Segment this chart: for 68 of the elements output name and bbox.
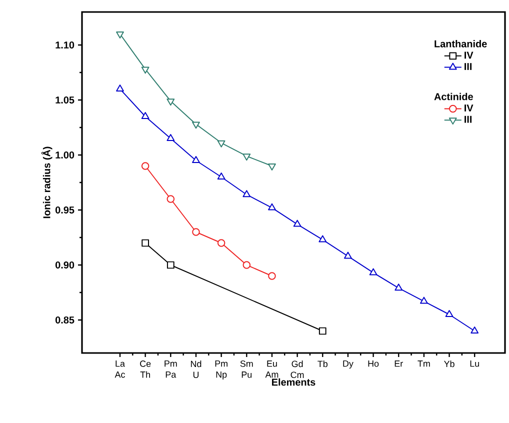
y-tick-label: 0.85 xyxy=(55,316,74,324)
x-tick-label: Er xyxy=(394,360,403,367)
y-tick-label: 0.95 xyxy=(55,206,74,214)
x-tick-label: La xyxy=(116,360,125,367)
x-tick-label: Sm xyxy=(240,360,253,367)
point xyxy=(192,156,200,163)
x-tick-label: Lu xyxy=(470,360,479,367)
annotation: Lanthanide xyxy=(434,40,487,48)
x-tick-label: Gd xyxy=(292,360,303,368)
y-tick-label: 1.00 xyxy=(56,151,74,159)
point xyxy=(141,112,150,119)
point xyxy=(268,203,276,210)
point xyxy=(141,162,150,170)
point xyxy=(166,98,175,106)
y-tick-label: 0.90 xyxy=(55,261,74,269)
point xyxy=(242,261,251,269)
point xyxy=(242,154,251,161)
legend-label: IV xyxy=(464,104,474,112)
x-tick-label: Pm xyxy=(164,360,177,367)
legend-label: III xyxy=(464,116,472,123)
point xyxy=(141,66,150,74)
point xyxy=(166,195,175,203)
point xyxy=(116,84,124,92)
point xyxy=(293,220,302,227)
point xyxy=(344,252,352,259)
x-tick-label: Pm xyxy=(215,360,228,367)
text: Am xyxy=(265,371,278,378)
point xyxy=(268,272,276,280)
point xyxy=(166,134,175,141)
y-axis-title: Ionic radius (Å) xyxy=(41,146,52,218)
point xyxy=(318,327,326,335)
x-tick-label: Dy xyxy=(343,360,354,369)
x-tick-label: Ho xyxy=(368,360,379,367)
text: Pu xyxy=(242,372,252,378)
x-axis-title: Elements xyxy=(272,378,316,386)
point xyxy=(268,164,276,170)
y-tick-label: 1.05 xyxy=(56,96,74,104)
x-tick-label: Yb xyxy=(444,360,454,368)
text: Np xyxy=(216,371,227,380)
point xyxy=(242,190,251,198)
point xyxy=(217,239,226,247)
x-tick-label: Ce xyxy=(140,360,151,367)
point xyxy=(192,122,200,129)
point xyxy=(116,32,124,38)
text: Th xyxy=(140,371,150,378)
x-tick-label: Eu xyxy=(267,360,277,367)
legend-label: IV xyxy=(464,52,474,59)
point xyxy=(470,326,479,334)
point xyxy=(420,296,428,304)
point xyxy=(217,172,226,180)
point xyxy=(217,140,226,148)
x-tick-label: Tb xyxy=(318,360,328,368)
text: Cm xyxy=(290,372,304,378)
text: Pa xyxy=(166,371,176,378)
y-tick-label: 1.10 xyxy=(56,41,74,49)
point xyxy=(445,310,454,317)
point xyxy=(394,284,403,291)
point xyxy=(166,261,174,269)
x-tick-label: Nd xyxy=(190,360,202,368)
x-tick-label: Tm xyxy=(418,360,430,367)
point xyxy=(192,228,200,236)
point xyxy=(318,235,327,242)
annotation: Actinide xyxy=(434,92,473,100)
text: U xyxy=(193,372,199,378)
text: Ac xyxy=(114,371,125,378)
point xyxy=(369,268,378,276)
legend-label: III xyxy=(464,63,472,70)
point xyxy=(142,239,150,247)
